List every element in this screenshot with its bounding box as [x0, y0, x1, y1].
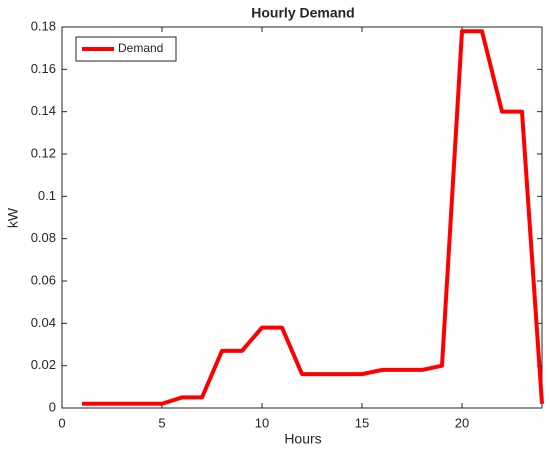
x-axis-label: Hours	[284, 431, 321, 447]
x-tick-label: 20	[455, 415, 469, 430]
y-tick-label: 0.08	[31, 230, 56, 245]
y-tick-label: 0.14	[31, 103, 56, 118]
x-tick-label: 10	[255, 415, 269, 430]
y-tick-label: 0	[49, 399, 56, 414]
legend-label: Demand	[118, 41, 163, 55]
chart-title: Hourly Demand	[251, 5, 354, 21]
y-tick-label: 0.18	[31, 18, 56, 33]
x-tick-label: 5	[158, 415, 165, 430]
x-tick-label: 0	[58, 415, 65, 430]
y-tick-label: 0.12	[31, 145, 56, 160]
x-tick-label: 15	[355, 415, 369, 430]
y-tick-label: 0.1	[38, 188, 56, 203]
plot-area	[61, 26, 543, 409]
y-tick-label: 0.06	[31, 272, 56, 287]
line-series	[82, 29, 544, 406]
y-tick-label: 0.02	[31, 357, 56, 372]
y-tick-label: 0.16	[31, 61, 56, 76]
y-axis-label: kW	[5, 207, 21, 228]
y-tick-label: 0.04	[31, 315, 56, 330]
